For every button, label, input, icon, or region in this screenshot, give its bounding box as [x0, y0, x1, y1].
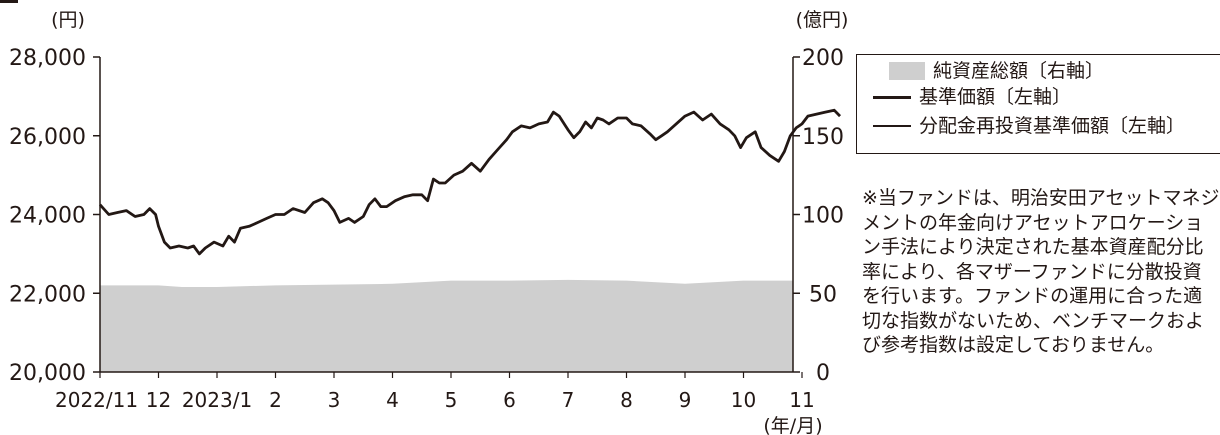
corner-mark [0, 0, 18, 3]
x-tick-label: 10 [731, 388, 756, 412]
series-line-nav [98, 108, 841, 256]
x-tick-label: 2022/11 [55, 388, 138, 412]
legend-label-nav: 基準価額〔左軸〕 [919, 86, 1072, 108]
series-area-net-assets [100, 279, 793, 372]
y-left-tick-label: 24,000 [9, 204, 86, 229]
net-assets-area-layer [100, 279, 793, 372]
x-tick-label: 2 [269, 388, 282, 412]
x-tick-label: 12 [146, 388, 171, 412]
legend-label-reinvested-nav: 分配金再投資基準価額〔左軸〕 [919, 115, 1186, 137]
chart-legend: 純資産総額〔右軸〕 基準価額〔左軸〕 分配金再投資基準価額〔左軸〕 [856, 54, 1220, 154]
legend-swatch-area [889, 62, 925, 80]
legend-swatch-thick-line [873, 95, 911, 99]
x-tick-label: 5 [445, 388, 458, 412]
y-right-tick-label: 50 [809, 282, 837, 307]
x-tick-label: 4 [386, 388, 399, 412]
right-axis-unit: (億円) [796, 9, 849, 31]
x-tick-label: 6 [503, 388, 516, 412]
axes [93, 56, 803, 378]
y-right-tick-label: 100 [802, 204, 844, 229]
left-axis-unit: (円) [51, 9, 85, 31]
series-line-reinvested-nav [99, 109, 841, 255]
y-left-tick-label: 26,000 [9, 125, 86, 150]
x-tick-label: 2023/1 [182, 388, 252, 412]
y-left-tick-label: 20,000 [9, 361, 86, 386]
y-left-tick-label: 22,000 [9, 282, 86, 307]
y-right-tick-label: 150 [802, 125, 844, 150]
x-tick-label: 11 [789, 388, 814, 412]
y-left-tick-label: 28,000 [9, 46, 86, 71]
price-lines-layer [98, 108, 841, 256]
nav-chart: 20,000 22,000 24,000 26,000 28,000 0 50 100 150 2… [9, 9, 848, 435]
x-tick-label: 3 [328, 388, 341, 412]
legend-item-reinvested-nav: 分配金再投資基準価額〔左軸〕 [873, 115, 1185, 137]
y-right-tick-label: 0 [816, 361, 830, 386]
legend-item-net-assets: 純資産総額〔右軸〕 [873, 60, 1104, 82]
legend-label-net-assets: 純資産総額〔右軸〕 [933, 60, 1105, 82]
x-tick-label: 8 [620, 388, 633, 412]
x-axis-unit: (年/月) [763, 415, 822, 435]
x-tick-label: 7 [562, 388, 575, 412]
axis-labels-layer: 20,000 22,000 24,000 26,000 28,000 0 50 100 150 2… [9, 9, 848, 435]
x-tick-label: 9 [679, 388, 692, 412]
y-right-tick-label: 200 [802, 46, 844, 71]
legend-swatch-thin-line [873, 125, 911, 127]
legend-item-nav: 基準価額〔左軸〕 [873, 86, 1071, 108]
fund-note: ※当ファンドは、明治安田アセットマネジメントの年金向けアセットアロケーション手法… [862, 187, 1220, 356]
